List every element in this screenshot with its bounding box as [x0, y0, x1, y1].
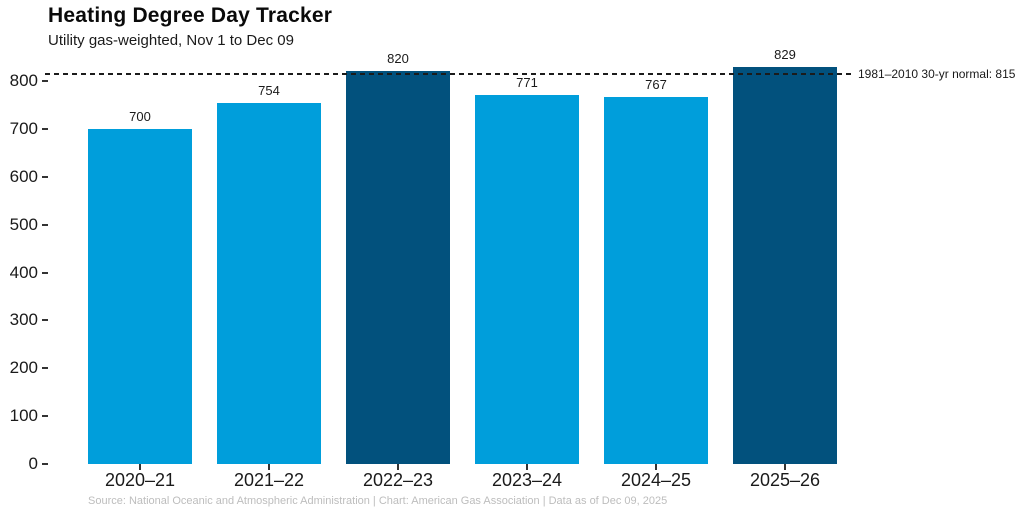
y-tick-label: 0	[28, 454, 38, 473]
y-tick-label: 100	[9, 406, 38, 426]
bar-2025-26	[733, 67, 837, 464]
chart-subtitle: Utility gas-weighted, Nov 1 to Dec 09	[48, 32, 294, 49]
y-tick-mark	[42, 175, 48, 178]
y-tick-mark	[42, 367, 48, 370]
normal-reference-line-label: 1981–2010 30-yr normal: 815	[858, 66, 1016, 81]
y-tick-label: 400	[9, 262, 38, 282]
y-tick-label: 200	[9, 358, 38, 378]
y-tick-mark	[42, 463, 48, 465]
y-tick-label: 800	[9, 71, 38, 90]
x-tick-mark	[526, 464, 528, 470]
y-tick-mark	[42, 223, 48, 226]
x-tick-label: 2024–25	[620, 470, 692, 490]
y-tick-mark	[42, 415, 48, 418]
bar-2020-21	[88, 128, 192, 464]
y-tick-label: 300	[9, 310, 38, 330]
bar-value-label: 829	[774, 47, 796, 63]
bar-2022-23	[346, 71, 450, 464]
y-tick-mark	[42, 80, 48, 82]
normal-reference-line	[45, 72, 851, 75]
bar-value-label: 754	[258, 83, 280, 99]
x-tick-mark	[139, 464, 141, 470]
x-tick-mark	[397, 464, 399, 470]
bar-2023-24	[475, 94, 579, 464]
y-tick-label: 600	[9, 166, 38, 186]
source-caption: Source: National Oceanic and Atmospheric…	[88, 495, 668, 507]
x-tick-label: 2023–24	[491, 470, 563, 490]
y-tick-mark	[42, 271, 48, 274]
y-tick-mark	[42, 319, 48, 322]
x-tick-mark	[655, 464, 657, 470]
bar-2021-22	[217, 103, 321, 464]
chart-title: Heating Degree Day Tracker	[48, 4, 333, 27]
x-tick-mark	[784, 464, 786, 470]
x-tick-label: 2021–22	[233, 470, 305, 490]
x-tick-label: 2020–21	[104, 470, 176, 490]
x-tick-mark	[268, 464, 270, 470]
bar-2024-25	[604, 96, 708, 464]
bar-value-label: 700	[129, 108, 151, 124]
bar-value-label: 820	[387, 51, 409, 67]
x-tick-label: 2022–23	[362, 470, 434, 490]
bar-value-label: 771	[516, 74, 538, 90]
x-tick-label: 2025–26	[749, 470, 821, 490]
y-tick-label: 700	[9, 118, 38, 138]
y-tick-label: 500	[9, 214, 38, 234]
y-tick-mark	[42, 127, 48, 130]
bar-value-label: 767	[645, 76, 667, 92]
